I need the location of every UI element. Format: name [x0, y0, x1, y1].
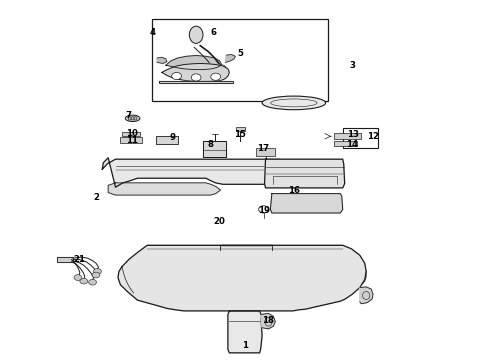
- Text: 14: 14: [346, 140, 359, 149]
- Text: 9: 9: [170, 133, 176, 142]
- Ellipse shape: [131, 117, 134, 120]
- Text: 11: 11: [125, 136, 138, 145]
- Polygon shape: [166, 55, 221, 69]
- Ellipse shape: [128, 117, 131, 120]
- Bar: [256, 148, 275, 156]
- Text: 2: 2: [93, 193, 99, 202]
- Polygon shape: [157, 57, 167, 63]
- Polygon shape: [225, 54, 235, 62]
- Text: 5: 5: [237, 49, 243, 58]
- Text: 18: 18: [263, 316, 274, 325]
- Bar: [334, 141, 357, 146]
- Text: 4: 4: [149, 28, 155, 37]
- Ellipse shape: [215, 65, 226, 71]
- Circle shape: [211, 73, 220, 80]
- Circle shape: [94, 269, 101, 274]
- Text: 8: 8: [208, 140, 214, 149]
- Text: 6: 6: [210, 28, 216, 37]
- Polygon shape: [228, 311, 262, 353]
- Text: 15: 15: [234, 130, 246, 139]
- Text: 13: 13: [347, 130, 360, 139]
- Text: 16: 16: [288, 186, 300, 195]
- Text: 21: 21: [74, 255, 86, 264]
- Polygon shape: [261, 314, 275, 329]
- Circle shape: [191, 74, 201, 81]
- Text: 3: 3: [349, 61, 355, 70]
- Circle shape: [74, 275, 82, 280]
- Polygon shape: [265, 159, 344, 188]
- Bar: [334, 134, 361, 139]
- Bar: [343, 128, 378, 148]
- Polygon shape: [270, 194, 343, 213]
- Circle shape: [80, 278, 88, 284]
- Text: 7: 7: [125, 111, 132, 120]
- Text: 20: 20: [214, 217, 225, 226]
- Polygon shape: [102, 158, 290, 187]
- Bar: [152, 19, 328, 101]
- Ellipse shape: [262, 96, 326, 110]
- Text: 1: 1: [242, 341, 248, 350]
- Bar: [121, 137, 143, 143]
- Text: 12: 12: [367, 132, 379, 141]
- Bar: [122, 132, 141, 136]
- Polygon shape: [57, 257, 73, 262]
- Polygon shape: [118, 245, 366, 311]
- Ellipse shape: [125, 115, 140, 122]
- Circle shape: [92, 272, 100, 278]
- Circle shape: [89, 279, 97, 285]
- Circle shape: [259, 206, 269, 213]
- Bar: [156, 136, 178, 144]
- Polygon shape: [108, 183, 220, 195]
- Circle shape: [172, 72, 181, 80]
- Ellipse shape: [134, 117, 137, 120]
- Bar: [236, 127, 245, 131]
- Polygon shape: [159, 81, 233, 83]
- Text: 17: 17: [258, 144, 270, 153]
- Polygon shape: [203, 140, 226, 157]
- Ellipse shape: [189, 26, 203, 43]
- Polygon shape: [360, 287, 373, 304]
- Text: 19: 19: [258, 206, 270, 215]
- Text: 10: 10: [126, 129, 138, 138]
- Polygon shape: [162, 63, 229, 81]
